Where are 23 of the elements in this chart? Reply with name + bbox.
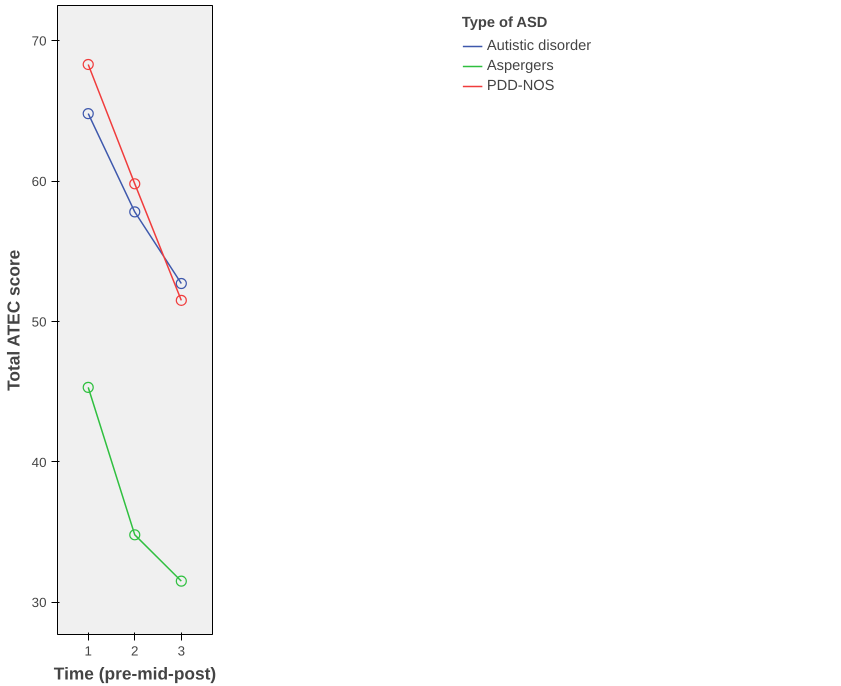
x-tick-label: 1 xyxy=(84,644,92,658)
point xyxy=(176,576,187,587)
y-tick-label: 40 xyxy=(32,454,47,470)
legend-label: Aspergers xyxy=(486,58,554,74)
x-tick-label: 3 xyxy=(178,644,186,658)
y-tick-label: 50 xyxy=(32,314,47,330)
point xyxy=(82,382,94,393)
y-tick-label: 70 xyxy=(32,34,47,49)
point xyxy=(176,294,187,306)
point xyxy=(129,178,140,190)
y-axis-title: Total ATEC score xyxy=(4,249,24,391)
y-tick-label: 30 xyxy=(32,595,47,610)
point xyxy=(82,58,94,70)
y-tick-label: 60 xyxy=(32,174,47,189)
x-axis-title: Time (pre-mid-post) xyxy=(54,664,216,684)
point xyxy=(129,529,140,540)
legend-label: PDD-NOS xyxy=(486,78,554,94)
x-tick-label: 2 xyxy=(131,644,138,658)
point xyxy=(129,206,140,218)
legend-label: Autistic disorder xyxy=(486,38,592,54)
legend-title: Type of ASD xyxy=(462,15,548,31)
point xyxy=(176,278,187,290)
point xyxy=(82,108,94,120)
